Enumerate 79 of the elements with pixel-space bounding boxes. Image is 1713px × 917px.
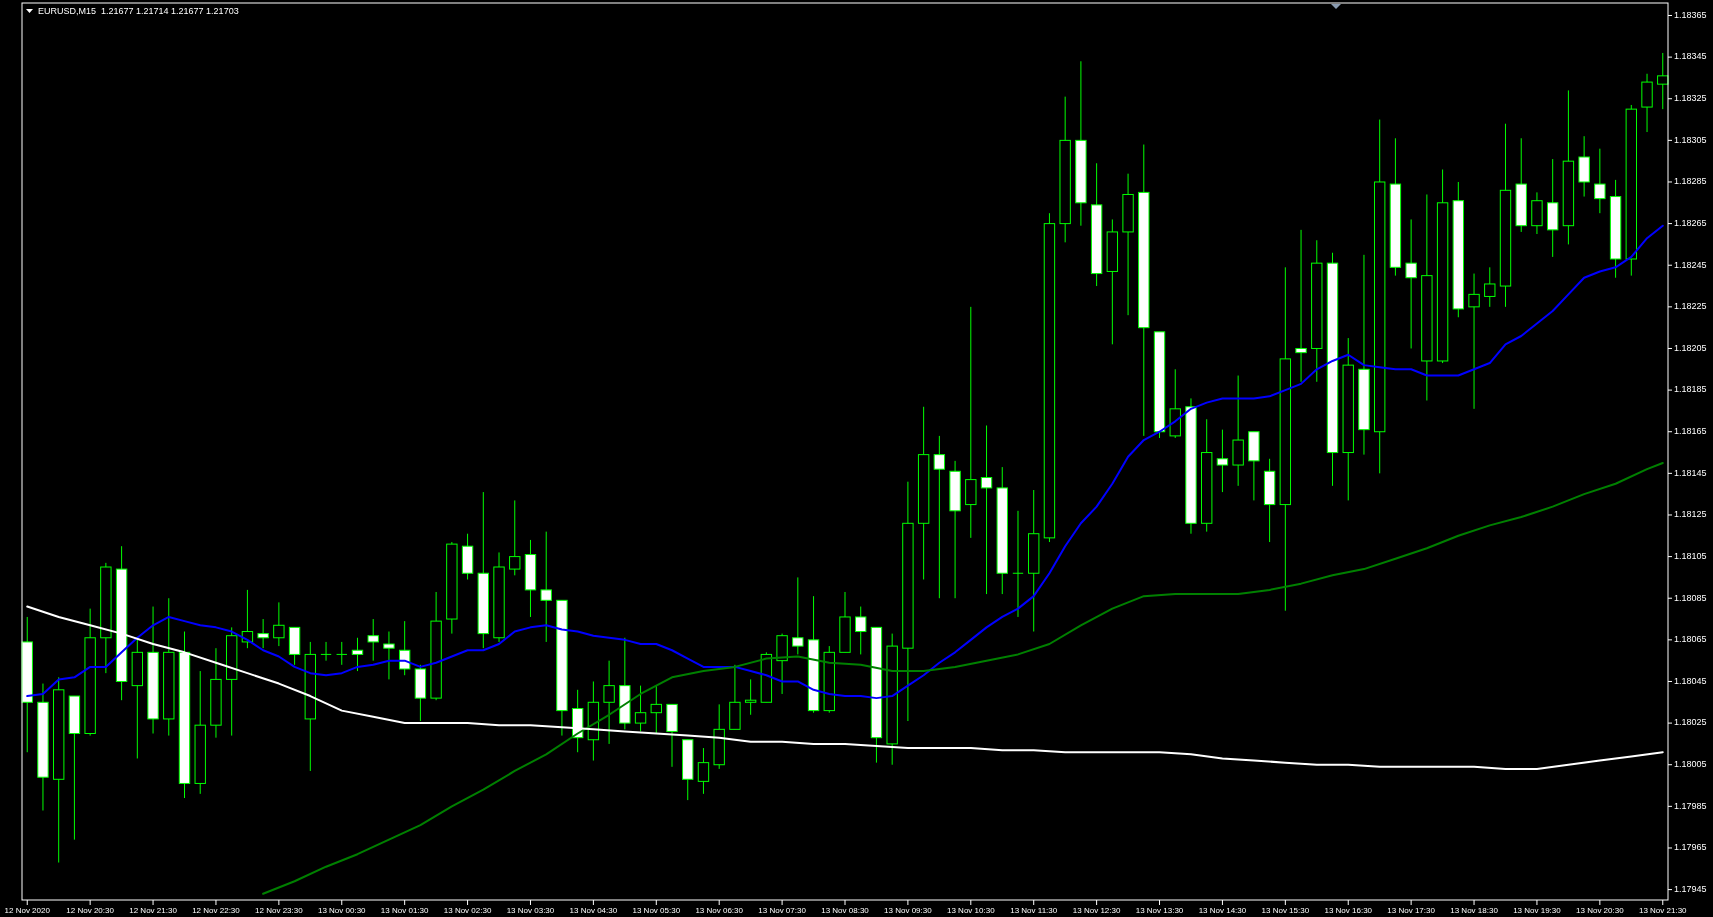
x-tick-label: 13 Nov 15:30: [1261, 906, 1310, 915]
y-tick-label: 1.18325: [1674, 93, 1707, 104]
x-tick-label: 13 Nov 02:30: [443, 906, 492, 915]
y-tick-label: 1.17945: [1674, 883, 1707, 894]
x-tick-label: 13 Nov 11:30: [1010, 906, 1058, 915]
candlestick: [336, 641, 348, 666]
x-tick-label: 13 Nov 19:30: [1513, 906, 1562, 915]
x-tick-label: 13 Nov 12:30: [1072, 906, 1121, 915]
x-tick-label: 12 Nov 21:30: [129, 906, 178, 915]
chart-title: EURUSD,M15 1.21677 1.21714 1.21677 1.21703: [38, 6, 239, 16]
y-tick-label: 1.17985: [1674, 800, 1707, 811]
candlestick: [650, 685, 662, 734]
candlestick: [603, 660, 615, 745]
x-tick-label: 12 Nov 23:30: [255, 906, 304, 915]
x-tick-label: 13 Nov 07:30: [758, 906, 807, 915]
x-tick-label: 13 Nov 03:30: [506, 906, 555, 915]
x-tick-label: 13 Nov 10:30: [947, 906, 996, 915]
x-tick-label: 12 Nov 20:30: [66, 906, 115, 915]
y-tick-label: 1.18145: [1674, 467, 1707, 478]
y-tick-label: 1.18245: [1674, 259, 1707, 270]
candlestick: [1295, 229, 1307, 383]
x-tick-label: 12 Nov 22:30: [192, 906, 241, 915]
x-tick-label: 13 Nov 04:30: [569, 906, 618, 915]
x-tick-label: 13 Nov 00:30: [317, 906, 367, 915]
candlestick: [933, 435, 946, 599]
candlestick: [257, 618, 269, 649]
candlestick: [351, 637, 364, 672]
candlestick: [398, 620, 411, 676]
x-tick-label: 13 Nov 18:30: [1450, 906, 1499, 915]
y-tick-label: 1.18345: [1674, 51, 1707, 62]
candlestick: [273, 601, 285, 647]
y-tick-label: 1.18225: [1674, 301, 1707, 312]
x-tick-label: 13 Nov 01:30: [380, 906, 430, 915]
x-tick-label: 13 Nov 21:30: [1638, 906, 1688, 915]
y-tick-label: 1.18185: [1674, 384, 1707, 395]
x-tick-label: 13 Nov 09:30: [884, 906, 933, 915]
y-tick-label: 1.18105: [1674, 550, 1707, 561]
y-tick-label: 1.18205: [1674, 342, 1707, 353]
line-series: [262, 461, 1664, 895]
candlestick: [792, 576, 804, 655]
candlestick: [540, 531, 552, 643]
candlestick: [1468, 273, 1480, 410]
candlestick: [744, 678, 757, 716]
y-tick-label: 1.18365: [1674, 9, 1707, 20]
x-tick-label: 13 Nov 16:30: [1324, 906, 1373, 915]
y-tick-label: 1.17965: [1674, 842, 1707, 853]
candlestick: [1012, 510, 1024, 618]
candlestick: [697, 747, 710, 795]
y-tick-label: 1.18065: [1674, 634, 1707, 645]
candlestick: [320, 641, 332, 662]
candlestick: [367, 618, 379, 662]
candlestick: [1594, 148, 1606, 214]
y-tick-label: 1.18085: [1674, 592, 1707, 603]
x-tick-label: 13 Nov 06:30: [695, 906, 744, 915]
x-tick-label: 13 Nov 20:30: [1576, 906, 1625, 915]
x-tick-label: 13 Nov 14:30: [1198, 906, 1247, 915]
line-series: [26, 224, 1664, 700]
x-tick-label: 13 Nov 08:30: [821, 906, 870, 915]
candlestick: [1484, 266, 1496, 308]
candlestick: [855, 606, 867, 655]
y-tick-label: 1.18305: [1674, 134, 1707, 145]
y-tick-label: 1.18005: [1674, 759, 1707, 770]
y-tick-label: 1.18165: [1674, 426, 1707, 437]
y-tick-label: 1.18285: [1674, 176, 1707, 187]
candlestick: [965, 306, 977, 539]
candlestick: [980, 424, 993, 595]
candlestick: [509, 499, 521, 576]
x-tick-label: 13 Nov 13:30: [1135, 906, 1184, 915]
candlestick: [634, 685, 647, 732]
x-tick-label: 12 Nov 2020: [4, 906, 51, 915]
y-tick-label: 1.18045: [1674, 675, 1707, 686]
candlestick: [1216, 429, 1229, 493]
x-tick-label: 13 Nov 17:30: [1387, 906, 1436, 915]
candlestick: [1405, 218, 1417, 349]
y-tick-label: 1.18125: [1674, 509, 1707, 520]
x-tick-label: 13 Nov 05:30: [632, 906, 681, 915]
candlestick: [383, 631, 395, 680]
y-tick-label: 1.18025: [1674, 717, 1707, 728]
y-tick-label: 1.18265: [1674, 217, 1707, 228]
